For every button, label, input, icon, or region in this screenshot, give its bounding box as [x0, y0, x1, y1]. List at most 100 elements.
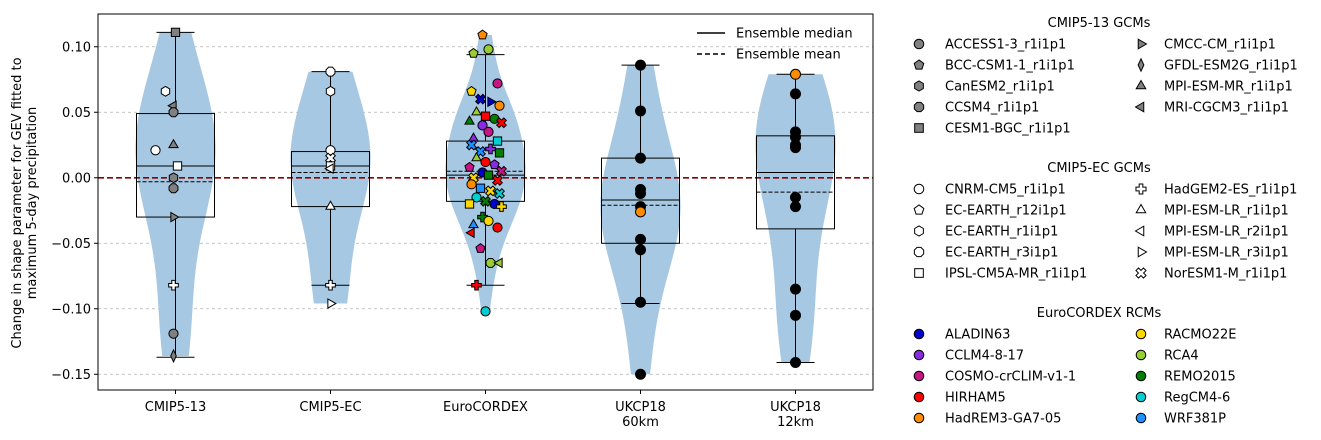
data-point: [170, 27, 181, 37]
data-point: [790, 309, 801, 321]
data-point: [479, 195, 492, 207]
data-point: [790, 201, 801, 213]
data-point: [464, 199, 475, 209]
legend-entry-label: RACMO22E: [1164, 328, 1236, 343]
data-point: [471, 279, 482, 291]
data-point: [485, 257, 496, 268]
data-point: [325, 145, 336, 156]
y-tick-label: −0.05: [51, 237, 91, 252]
legend-marker: [914, 225, 924, 237]
data-point: [471, 192, 482, 203]
legend-marker: [913, 391, 925, 403]
data-point: [327, 298, 337, 309]
legend-marker: [1134, 225, 1145, 237]
legend-marker: [913, 246, 925, 258]
data-point: [635, 244, 646, 256]
y-tick-label: −0.15: [51, 368, 91, 383]
data-point: [471, 151, 482, 162]
ensemble-legend: Ensemble median Ensemble mean: [697, 27, 853, 63]
x-tick-label-line2: 12km: [777, 415, 814, 430]
data-point: [790, 88, 801, 100]
data-point: [635, 59, 646, 71]
legend-entry-label: ALADIN63: [945, 328, 1010, 343]
data-point: [325, 279, 336, 291]
legend-marker: [1135, 370, 1147, 382]
data-point: [489, 159, 500, 170]
legend-entry-label: MPI-ESM-LR_r2i1p1: [1164, 225, 1289, 240]
data-point: [150, 145, 161, 156]
data-point: [325, 66, 336, 77]
data-point: [483, 215, 494, 227]
data-point: [492, 78, 503, 89]
data-point: [471, 105, 482, 116]
x-tick-label-line2: 60km: [622, 415, 659, 430]
legend-group-title: CMIP5-13 GCMs: [1048, 16, 1151, 31]
legend-marker: [913, 328, 925, 340]
model-points: [150, 27, 801, 380]
legend-group-title: CMIP5-EC GCMs: [1047, 161, 1151, 176]
data-point: [480, 156, 491, 168]
data-point: [464, 161, 475, 172]
legend-marker: [1135, 349, 1147, 361]
data-point: [635, 105, 646, 117]
data-point: [790, 191, 801, 203]
legend-marker: [1134, 101, 1145, 113]
legend-marker: [913, 349, 925, 361]
data-point: [492, 222, 503, 233]
model-legend: CMIP5-13 GCMs ACCESS1-3_r1i1p1 BCC-CSM1-1_…: [913, 16, 1298, 427]
legend-marker: [913, 412, 925, 424]
y-axis-label-line1: Change in shape parameter for GEV fitted…: [10, 57, 25, 348]
legend-marker: [913, 183, 925, 195]
data-point: [483, 126, 494, 138]
legend-marker: [1137, 38, 1148, 50]
data-point: [790, 356, 801, 368]
legend-entry-label: CanESM2_r1i1p1: [945, 80, 1055, 95]
data-point: [483, 44, 494, 55]
data-point: [474, 93, 487, 105]
box-plot: [756, 73, 835, 363]
data-point: [168, 107, 179, 118]
violin: [290, 71, 371, 304]
data-point: [480, 306, 491, 317]
legend-entry-label: ACCESS1-3_r1i1p1: [945, 38, 1066, 53]
legend-marker: [1137, 246, 1148, 258]
ensemble-legend-label: Ensemble median: [736, 27, 853, 42]
data-point: [492, 136, 503, 146]
y-tick-label: 0.10: [62, 40, 91, 55]
legend-marker: [1135, 412, 1147, 424]
data-point: [168, 328, 179, 339]
data-point: [477, 29, 488, 40]
legend-entry-label: EC-EARTH_r3i1p1: [945, 246, 1058, 261]
data-point: [635, 233, 646, 245]
data-point: [483, 170, 494, 180]
data-point: [168, 138, 179, 149]
data-point: [466, 85, 477, 96]
data-point: [487, 96, 497, 108]
data-point: [496, 201, 507, 212]
axes: −0.15 −0.10 −0.05 0.00 0.05 0.10 CMIP5-13 CMIP5…: [51, 40, 821, 430]
data-point: [324, 163, 334, 175]
data-point: [475, 183, 486, 193]
x-tick-label: EuroCORDEX: [443, 400, 528, 415]
legend-entry-label: WRF381P: [1164, 412, 1226, 427]
legend-marker: [913, 101, 925, 113]
legend-marker: [914, 123, 924, 133]
data-point: [170, 211, 180, 223]
data-point: [172, 161, 183, 171]
data-point: [635, 206, 646, 218]
data-point: [468, 218, 479, 229]
legend-entry-label: HadREM3-GA7-05: [945, 412, 1061, 427]
data-point: [493, 257, 503, 269]
data-point: [494, 148, 505, 158]
legend-entry-label: REMO2015: [1164, 370, 1236, 385]
legend-entry-label: EC-EARTH_r1i1p1: [945, 225, 1058, 240]
y-tick-label: 0.05: [62, 106, 91, 121]
legend-entry-label: HadGEM2-ES_r1i1p1: [1164, 183, 1297, 198]
legend-marker: [1135, 328, 1147, 340]
legend-entry-label: HIRHAM5: [945, 391, 1006, 406]
legend-group-title: EuroCORDEX RCMs: [1037, 306, 1162, 321]
data-point: [170, 348, 177, 364]
legend-entry-label: CCLM4-8-17: [945, 349, 1024, 364]
data-point: [475, 243, 486, 253]
